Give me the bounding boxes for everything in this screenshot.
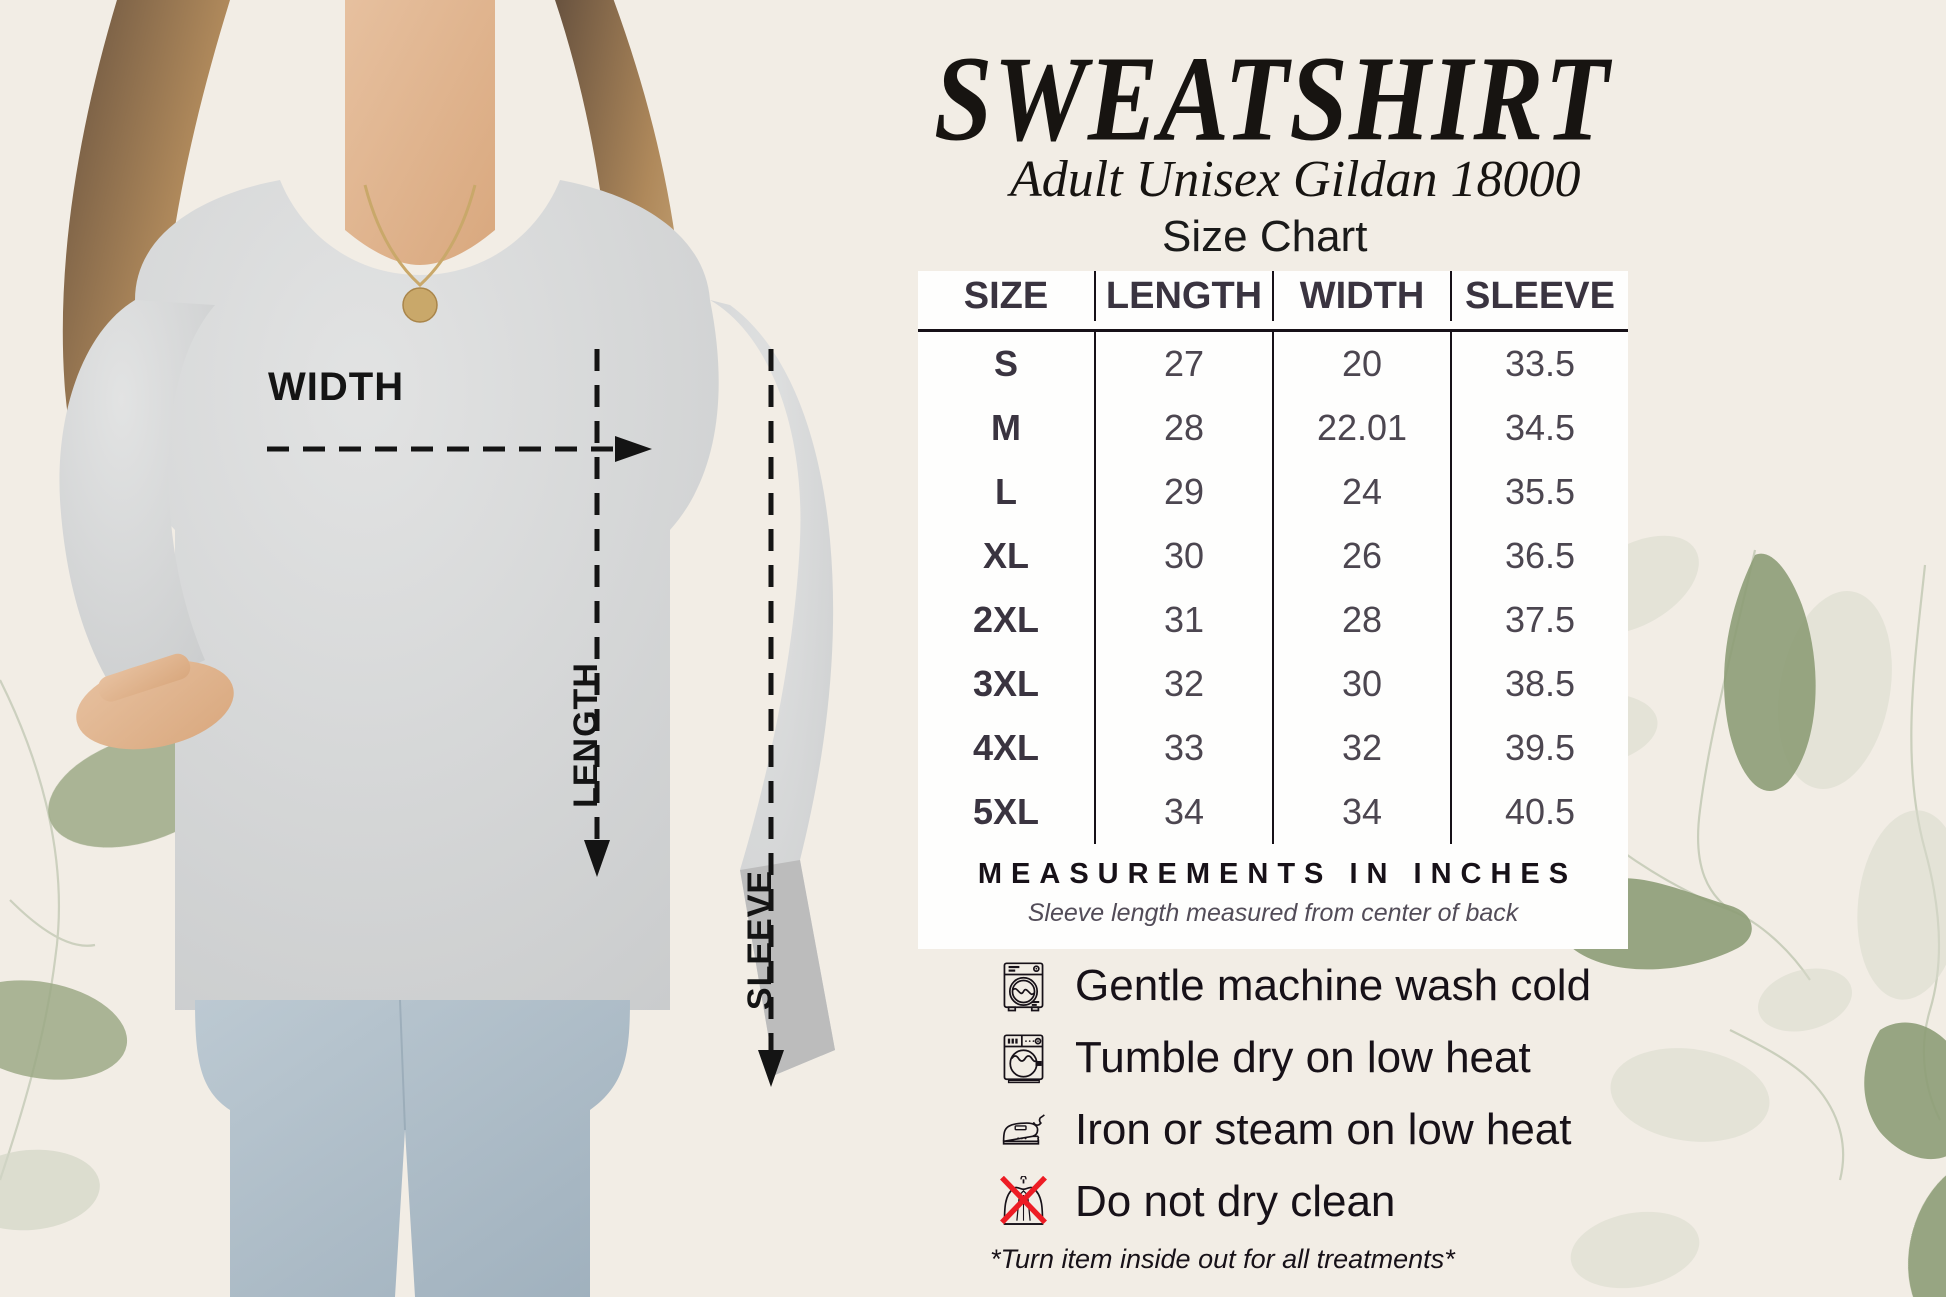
svg-text:WIDTH: WIDTH — [268, 365, 404, 409]
svg-text:SLEEVE: SLEEVE — [741, 870, 779, 1010]
svg-text:LENGTH: LENGTH — [567, 662, 605, 808]
